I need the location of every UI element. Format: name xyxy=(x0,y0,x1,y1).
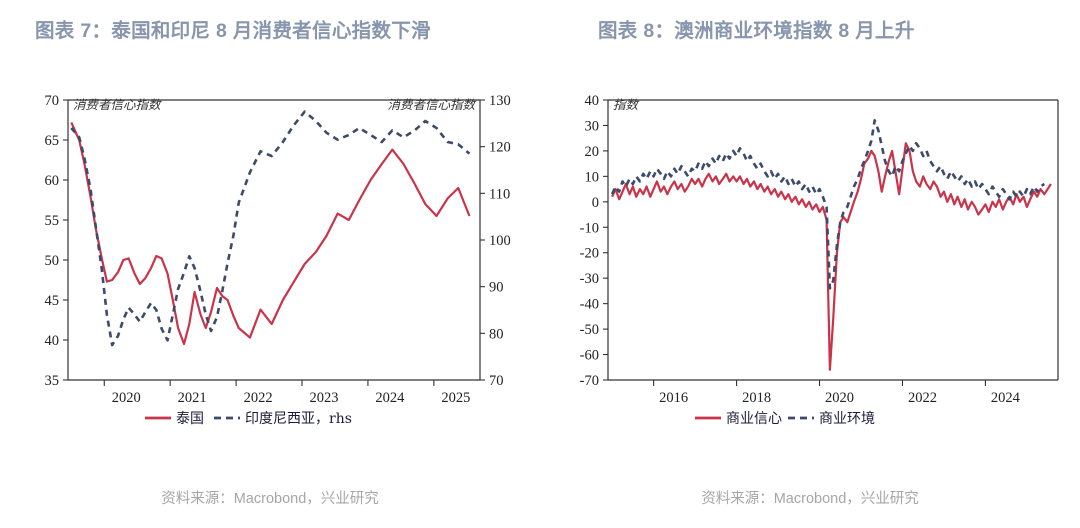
y-tick-label: 70 xyxy=(45,93,60,109)
y2-tick-label: 70 xyxy=(489,373,504,389)
series-group xyxy=(70,110,471,347)
series-line xyxy=(70,121,471,346)
y-axis-label: 消费者信心指数 xyxy=(73,97,162,112)
figure-8-chart: -70 -60 -50 -40 -30 -20 -10 0 10 20 30 40 2016 2018 20… xyxy=(540,78,1080,438)
y2-tick-label: 130 xyxy=(489,93,511,109)
x-tick-label: 2023 xyxy=(310,390,339,406)
chart-svg: -70 -60 -50 -40 -30 -20 -10 0 10 20 30 40 2016 2018 20… xyxy=(580,93,1059,427)
figure-8-panel: 图表 8：澳洲商业环境指数 8 月上升 -70 -60 -50 -40 -30 -20 -1… xyxy=(540,0,1080,528)
legend-label: 印度尼西亚，rhs xyxy=(245,411,352,427)
y-tick-label: -60 xyxy=(580,348,599,364)
y-tick-label: -30 xyxy=(580,271,599,287)
figure-8-source: 资料来源：Macrobond，兴业研究 xyxy=(701,491,919,507)
x-tick-label: 2022 xyxy=(244,390,273,406)
y-tick-label: -50 xyxy=(580,322,599,338)
y-tick-label: 0 xyxy=(592,195,599,211)
series-line xyxy=(610,119,1046,290)
x-tick-label: 2021 xyxy=(178,390,207,406)
x-tick-label: 2025 xyxy=(441,390,470,406)
y-tick-label: 65 xyxy=(45,133,60,149)
y2-tick-label: 110 xyxy=(489,186,510,202)
figure-7-source: 资料来源：Macrobond，兴业研究 xyxy=(161,491,379,507)
y-axis-label: 指数 xyxy=(613,97,640,112)
x-tick-label: 2022 xyxy=(908,390,937,406)
y2-axis-label: 消费者信心指数 xyxy=(387,97,476,112)
x-tick-label: 2024 xyxy=(375,390,405,406)
y-tick-label: 50 xyxy=(45,253,60,269)
figure-7-chart: 35 40 45 50 55 60 65 70 70 80 90 100 110 120 130 2020 20… xyxy=(0,78,540,438)
y2-tick-label: 90 xyxy=(489,280,504,296)
y-tick-label: 40 xyxy=(585,93,600,109)
y-tick-label: 20 xyxy=(585,144,600,160)
y2-tick-label: 100 xyxy=(489,233,511,249)
y-tick-label: -10 xyxy=(580,220,599,236)
legend-label: 商业环境 xyxy=(819,411,875,427)
figure-7-panel: 图表 7：泰国和印尼 8 月消费者信心指数下滑 35 40 45 50 55 60 65 70… xyxy=(0,20,540,507)
y-tick-label: 45 xyxy=(45,293,60,309)
x-tick-label: 2024 xyxy=(991,390,1021,406)
figure-8-title: 图表 8：澳洲商业环境指数 8 月上升 xyxy=(598,20,915,42)
x-tick-label: 2020 xyxy=(112,390,141,406)
y-tick-label: 55 xyxy=(45,213,60,229)
y-tick-label: 60 xyxy=(45,173,60,189)
y-tick-label: 10 xyxy=(585,169,600,185)
series-line xyxy=(611,142,1052,371)
y-tick-label: -40 xyxy=(580,297,599,313)
y-tick-label: 35 xyxy=(45,373,60,389)
x-tick-label: 2018 xyxy=(742,390,771,406)
chart-svg: 35 40 45 50 55 60 65 70 70 80 90 100 110 120 130 2020 20… xyxy=(45,93,511,427)
y-tick-label: -20 xyxy=(580,246,599,262)
legend-label: 商业信心 xyxy=(726,411,782,427)
y-tick-label: -70 xyxy=(580,373,599,389)
y-tick-label: 30 xyxy=(585,118,600,134)
series-line xyxy=(70,110,471,347)
x-tick-label: 2016 xyxy=(659,390,688,406)
y-tick-label: 40 xyxy=(45,333,60,349)
y2-tick-label: 80 xyxy=(489,326,504,342)
legend-label: 泰国 xyxy=(176,411,204,427)
x-tick-label: 2020 xyxy=(825,390,854,406)
y2-tick-label: 120 xyxy=(489,140,511,156)
figure-7-title: 图表 7：泰国和印尼 8 月消费者信心指数下滑 xyxy=(35,20,431,42)
series-group xyxy=(610,119,1052,371)
